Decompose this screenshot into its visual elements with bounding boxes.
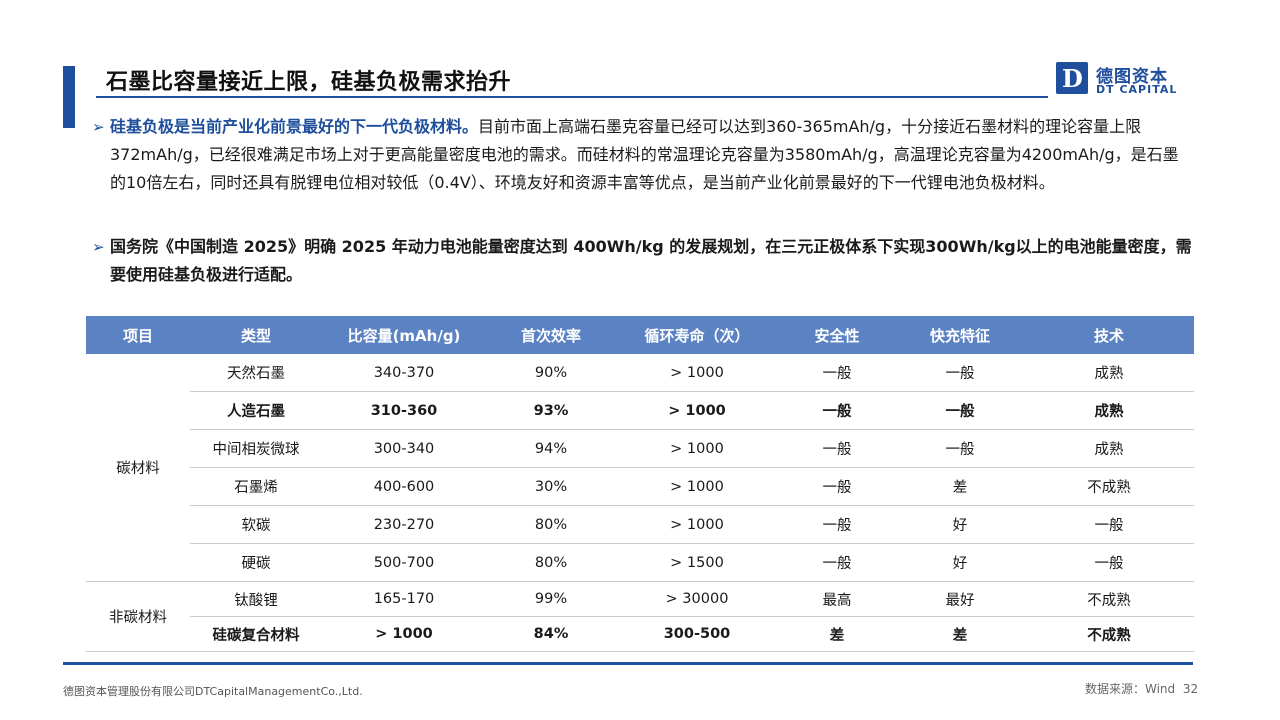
data-source: 数据来源：Wind: [1085, 682, 1176, 696]
table-cell: 30%: [486, 467, 616, 506]
table-cell: 300-340: [322, 429, 486, 468]
footer-source: 数据来源：Wind 32: [1085, 680, 1198, 697]
table-cell: 230-270: [322, 505, 486, 544]
table-cell: > 1000: [616, 354, 778, 392]
table-cell: 一般: [778, 543, 896, 582]
table-cell: 165-170: [322, 581, 486, 617]
table-body: 碳材料 天然石墨 340-370 90% > 1000 一般 一般 成熟 人造石墨 310-360…: [86, 354, 1194, 652]
bullet-1-highlight: 硅基负极是当前产业化前景最好的下一代负极材料。: [110, 117, 479, 136]
header-cell: 循环寿命（次）: [644, 326, 750, 345]
table-cell: 一般: [896, 391, 1024, 430]
table-cell: 中间相炭微球: [190, 429, 322, 468]
header-cell: 技术: [1093, 326, 1124, 345]
table-cell: > 1000: [616, 429, 778, 468]
table-cell: 好: [896, 543, 1024, 582]
header-cell: 快充特征: [929, 326, 990, 345]
table-cell: 一般: [778, 467, 896, 506]
table-cell: 人造石墨: [190, 391, 322, 430]
table-header-row: 项目 类型 比容量(mAh/g) 首次效率 循环寿命（次） 安全性 快充特征 技…: [86, 316, 1194, 354]
table-cell: 不成熟: [1024, 467, 1194, 506]
table-cell: 一般: [896, 354, 1024, 392]
table-cell: 不成熟: [1024, 616, 1194, 652]
bullet-1-body: 目前市面上高端石墨克容量已经可以达到360-365mAh/g，十分接近石墨材料的…: [110, 117, 1179, 192]
table-cell: 硅碳复合材料: [190, 616, 322, 652]
bullet-arrow-icon: ➢: [92, 238, 105, 256]
table-cell: 石墨烯: [190, 467, 322, 506]
table-row: 人造石墨 310-360 93% > 1000 一般 一般 成熟: [86, 391, 1194, 430]
table-row: 软碳 230-270 80% > 1000 一般好一般: [86, 505, 1194, 544]
table-cell: 300-500: [616, 616, 778, 652]
table-cell: 一般: [778, 429, 896, 468]
header-cell: 项目: [122, 326, 153, 345]
table-cell: 最好: [896, 581, 1024, 617]
logo-english-name: DT CAPITAL: [1096, 83, 1178, 96]
page-title: 石墨比容量接近上限，硅基负极需求抬升: [106, 70, 512, 95]
table-cell: 一般: [778, 391, 896, 430]
table-cell: 钛酸锂: [190, 581, 322, 617]
table-row: 非碳材料 钛酸锂 165-170 99% > 30000 最高 最好 不成熟: [86, 581, 1194, 652]
page-number: 32: [1182, 682, 1199, 696]
table-cell: 差: [896, 616, 1024, 652]
table-cell: 一般: [778, 354, 896, 392]
table-cell: 成熟: [1024, 391, 1194, 430]
bullet-2-body: 国务院《中国制造 2025》明确 2025 年动力电池能量密度达到 400Wh/…: [110, 237, 1192, 284]
logo-chinese-name: 德图资本: [1096, 67, 1168, 87]
table-cell: > 1000: [616, 391, 778, 430]
bullet-1-text: 硅基负极是当前产业化前景最好的下一代负极材料。目前市面上高端石墨克容量已经可以达…: [110, 113, 1192, 197]
table-cell: > 1000: [616, 505, 778, 544]
table-cell: 天然石墨: [190, 354, 322, 392]
company-logo: D 德图资本 DT CAPITAL: [1056, 62, 1206, 98]
bullet-2: ➢ 国务院《中国制造 2025》明确 2025 年动力电池能量密度达到 400W…: [92, 233, 1192, 289]
table-row: 碳材料 天然石墨 340-370 90% > 1000 一般 一般 成熟: [86, 354, 1194, 582]
table-cell: 400-600: [322, 467, 486, 506]
table-row: 硅碳复合材料 > 1000 84% 300-500 差差不成熟: [86, 616, 1194, 652]
header-cell: 类型: [240, 326, 271, 345]
anode-materials-table: 项目 类型 比容量(mAh/g) 首次效率 循环寿命（次） 安全性 快充特征 技…: [86, 316, 1194, 652]
table-cell: 84%: [486, 616, 616, 652]
header-cell: 首次效率: [520, 326, 581, 345]
footer-divider: [63, 662, 1193, 665]
table-cell: 硬碳: [190, 543, 322, 582]
table-cell: > 1500: [616, 543, 778, 582]
table-row: 中间相炭微球 300-340 94% > 1000 一般 一般 成熟: [86, 429, 1194, 468]
table-cell: 成熟: [1024, 354, 1194, 392]
table-cell: 500-700: [322, 543, 486, 582]
logo-mark-icon: D: [1056, 62, 1088, 94]
header-cell: 比容量(mAh/g): [347, 326, 461, 345]
table-cell: > 1000: [616, 467, 778, 506]
table-cell: 最高: [778, 581, 896, 617]
table-cell: 99%: [486, 581, 616, 617]
table-cell: 一般: [896, 429, 1024, 468]
table-cell: 一般: [1024, 543, 1194, 582]
table-cell: 成熟: [1024, 429, 1194, 468]
table-cell: 好: [896, 505, 1024, 544]
table-cell: > 30000: [616, 581, 778, 617]
footer-company: 德图资本管理股份有限公司DTCapitalManagementCo.,Ltd.: [63, 685, 363, 698]
table-cell: 一般: [1024, 505, 1194, 544]
table-cell: 一般: [778, 505, 896, 544]
title-underline: [96, 96, 1048, 98]
group-cell: 碳材料: [86, 354, 190, 582]
header-cell: 安全性: [814, 326, 860, 345]
bullet-arrow-icon: ➢: [92, 118, 105, 136]
title-accent-bar: [63, 66, 75, 128]
group-cell: 非碳材料: [86, 581, 190, 652]
table-cell: 340-370: [322, 354, 486, 392]
table-row: 硬碳 500-700 80% > 1500 一般好一般: [86, 543, 1194, 582]
table-cell: 94%: [486, 429, 616, 468]
table-cell: 不成熟: [1024, 581, 1194, 617]
table-cell: 90%: [486, 354, 616, 392]
logo-letter: D: [1062, 64, 1083, 93]
table-cell: 差: [896, 467, 1024, 506]
bullet-1: ➢ 硅基负极是当前产业化前景最好的下一代负极材料。目前市面上高端石墨克容量已经可…: [92, 113, 1192, 197]
table-cell: 软碳: [190, 505, 322, 544]
table-cell: > 1000: [322, 616, 486, 652]
table-cell: 80%: [486, 543, 616, 582]
table-cell: 80%: [486, 505, 616, 544]
table-cell: 310-360: [322, 391, 486, 430]
table-row: 石墨烯 400-600 30% > 1000 一般差不成熟: [86, 467, 1194, 506]
table-cell: 93%: [486, 391, 616, 430]
table-cell: 差: [778, 616, 896, 652]
